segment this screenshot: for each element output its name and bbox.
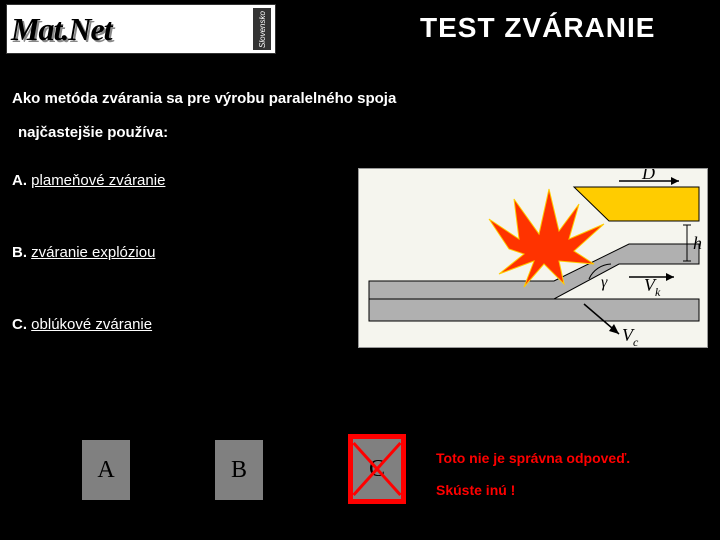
logo: Mat.Net Slovensko <box>6 4 276 54</box>
label-Vc-sub: c <box>633 335 639 349</box>
svg-text:Vk: Vk <box>644 275 661 299</box>
diagram-svg: D h γ Vk Vc <box>359 169 709 349</box>
option-b-text: zváranie explóziou <box>31 244 155 261</box>
label-Vk-sub: k <box>655 285 661 299</box>
question-line-2: najčastejšie používa: <box>18 124 168 141</box>
question-line-1: Ako metóda zvárania sa pre výrobu parale… <box>12 90 396 107</box>
logo-side: Slovensko <box>253 8 271 50</box>
answer-button-a[interactable]: A <box>82 440 130 500</box>
option-a-text: plameňové zváranie <box>31 172 165 189</box>
option-c: C. oblúkové zváranie <box>12 316 152 333</box>
answer-button-b[interactable]: B <box>215 440 263 500</box>
label-gamma: γ <box>601 274 608 291</box>
option-c-text: oblúkové zváranie <box>31 316 152 333</box>
svg-text:Vc: Vc <box>622 325 639 349</box>
label-h: h <box>693 233 702 253</box>
logo-text: Mat.Net <box>11 11 112 48</box>
answer-button-a-label: A <box>97 457 114 484</box>
answer-button-c[interactable]: C <box>348 434 406 504</box>
feedback-line-1: Toto nie je správna odpoveď. <box>436 450 630 466</box>
logo-side-text: Slovensko <box>258 11 267 48</box>
explosion-welding-diagram: D h γ Vk Vc <box>358 168 708 348</box>
feedback-line-2: Skúste inú ! <box>436 482 515 498</box>
option-a: A. plameňové zváranie <box>12 172 165 189</box>
option-c-letter: C. <box>12 316 27 333</box>
answer-button-b-label: B <box>231 457 247 484</box>
option-b-letter: B. <box>12 244 27 261</box>
label-D: D <box>641 169 655 183</box>
page-title: TEST ZVÁRANIE <box>420 12 655 44</box>
option-b: B. zváranie explóziou <box>12 244 155 261</box>
option-a-letter: A. <box>12 172 27 189</box>
